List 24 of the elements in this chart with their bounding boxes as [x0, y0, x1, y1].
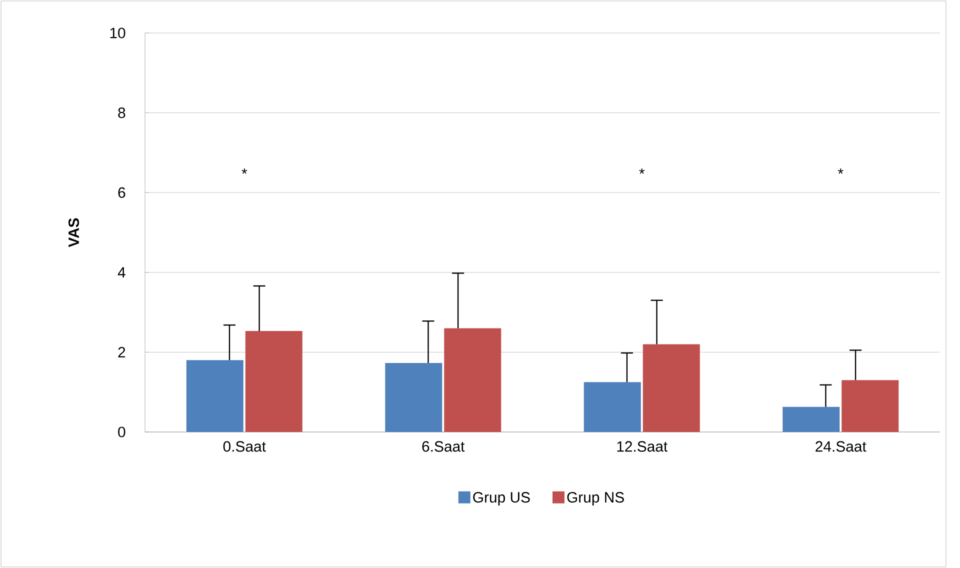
- bar: [385, 362, 442, 432]
- y-tick-label: 0: [118, 426, 126, 438]
- bar: [186, 360, 244, 432]
- annotation: *: [639, 168, 645, 174]
- y-tick-label: 10: [110, 28, 126, 38]
- y-tick-label: 6: [118, 187, 126, 198]
- annotation: *: [242, 168, 248, 174]
- y-tick-label: 4: [118, 267, 126, 278]
- x-tick-label: 6.Saat: [422, 441, 465, 452]
- x-tick-label: 24.Saat: [816, 441, 866, 452]
- bar: [444, 328, 502, 432]
- legend-label: Grup US: [473, 492, 530, 506]
- y-tick-label: 2: [118, 346, 126, 358]
- legend-label: Grup NS: [567, 492, 624, 506]
- x-tick-label: 12.Saat: [617, 441, 668, 452]
- y-axis-title: VAS: [68, 218, 80, 248]
- bar: [842, 380, 899, 432]
- y-tick-label: 8: [118, 107, 126, 118]
- bar: [245, 331, 302, 432]
- bar: [584, 382, 641, 432]
- bar: [642, 344, 700, 432]
- bar: [782, 406, 840, 432]
- annotation: *: [838, 168, 844, 174]
- x-tick-label: 0.Saat: [223, 441, 266, 452]
